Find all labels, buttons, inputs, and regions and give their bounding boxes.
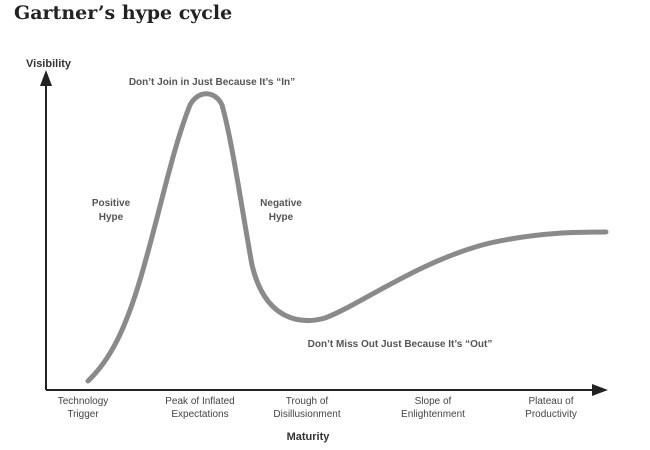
y-axis-arrow — [40, 70, 52, 86]
peak-annotation: Don’t Join in Just Because It’s “In” — [129, 77, 295, 88]
phase-label-plateau-line2: Productivity — [525, 409, 577, 420]
trough-annotation: Don’t Miss Out Just Because It’s “Out” — [308, 339, 493, 350]
positive-hype-label-line2: Hype — [99, 212, 124, 223]
negative-hype-label-line1: Negative — [260, 198, 302, 209]
page-title: Gartner’s hype cycle — [14, 2, 233, 24]
phase-label-peak-line2: Expectations — [171, 409, 228, 420]
x-axis-arrow — [592, 384, 608, 396]
phase-label-trough-line1: Trough of — [286, 396, 329, 407]
x-axis-label: Maturity — [287, 431, 331, 443]
negative-hype-label-line2: Hype — [269, 212, 294, 223]
phase-label-trough-line2: Disillusionment — [273, 409, 340, 420]
positive-hype-label-line1: Positive — [92, 198, 131, 209]
phase-label-slope-line2: Enlightenment — [401, 409, 465, 420]
phase-label-technology-trigger-line1: Technology — [58, 396, 109, 407]
y-axis-label: Visibility — [26, 58, 72, 70]
phase-label-plateau-line1: Plateau of — [528, 396, 573, 407]
phase-label-peak-line1: Peak of Inflated — [165, 396, 235, 407]
hype-curve — [85, 91, 609, 384]
phase-label-slope-line1: Slope of — [415, 396, 452, 407]
phase-label-technology-trigger-line2: Trigger — [67, 409, 99, 420]
